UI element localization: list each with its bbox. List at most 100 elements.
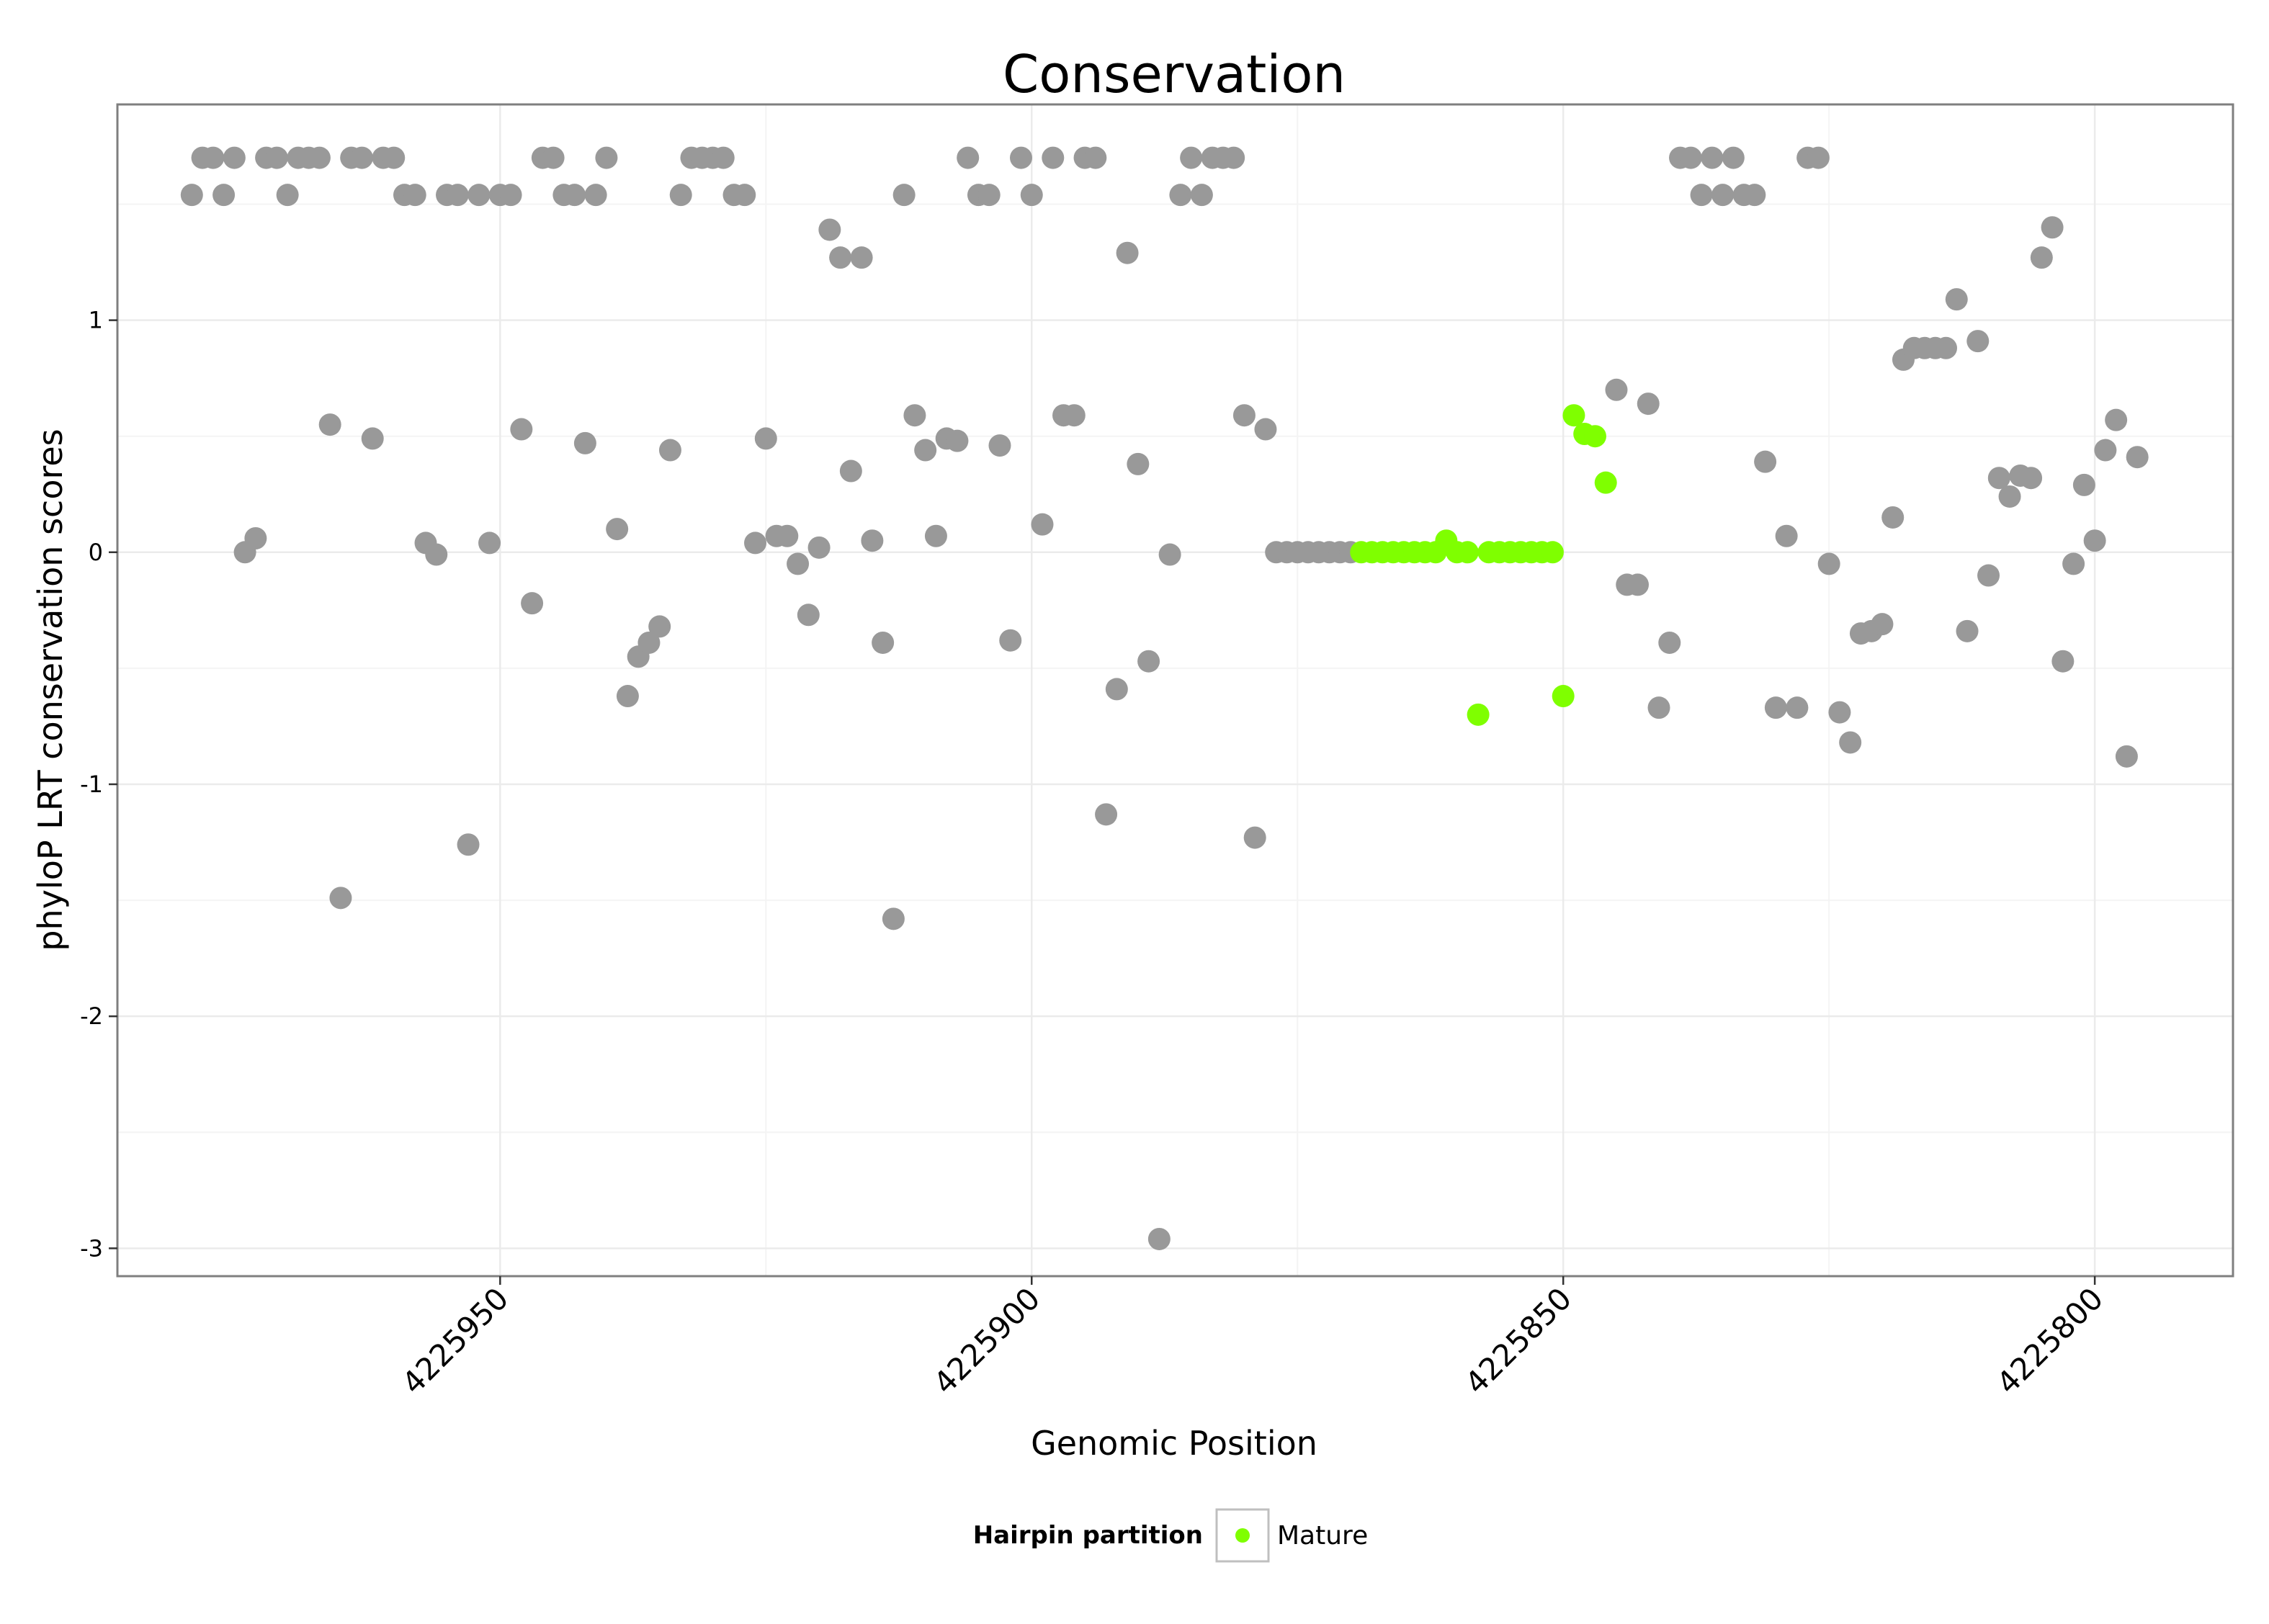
data-point (1562, 404, 1585, 427)
data-point (318, 413, 341, 436)
data-point (1062, 404, 1086, 427)
data-point (276, 184, 299, 207)
data-point (1180, 146, 1203, 169)
data-point (1105, 678, 1128, 701)
grid-major (117, 104, 2233, 1276)
data-point (2020, 467, 2043, 490)
data-point (1605, 378, 1628, 401)
data-point (733, 184, 756, 207)
data-point (425, 543, 448, 566)
data-point (1775, 524, 1798, 547)
data-point (1977, 564, 2000, 587)
x-axis: 4225950 4225900 4225850 4225800 (395, 1276, 2110, 1401)
data-point (1722, 146, 1745, 169)
data-point (1679, 146, 1702, 169)
data-point (616, 685, 639, 708)
data-point (850, 246, 873, 269)
data-point (361, 427, 384, 450)
data-point (1711, 184, 1735, 207)
data-point (403, 184, 426, 207)
data-point (1020, 184, 1043, 207)
data-point (1956, 619, 1979, 642)
data-point (669, 184, 692, 207)
data-point (924, 524, 947, 547)
data-point (999, 629, 1022, 652)
x-tick-label: 4225950 (395, 1280, 515, 1401)
x-tick-label: 4225900 (926, 1280, 1047, 1401)
data-point (1084, 146, 1107, 169)
data-point (882, 907, 905, 930)
data-point (892, 184, 916, 207)
data-point (839, 459, 862, 483)
data-point (308, 146, 331, 169)
data-point (1945, 288, 1968, 311)
data-point (807, 536, 831, 559)
data-point (1127, 452, 1150, 475)
data-point (1935, 336, 1958, 359)
series-other (180, 146, 2149, 1250)
data-point (1743, 184, 1766, 207)
points-layer (180, 146, 2149, 1250)
data-point (1701, 146, 1724, 169)
data-point (595, 146, 618, 169)
chart-title: Conservation (1003, 44, 1346, 104)
data-point (1222, 146, 1245, 169)
data-point (914, 439, 937, 462)
data-point (1232, 404, 1256, 427)
legend-title: Hairpin partition (973, 1521, 1203, 1550)
legend: Hairpin partition Mature (973, 1508, 1368, 1563)
data-point (1817, 552, 1840, 575)
data-point (1658, 631, 1681, 654)
data-point (1541, 541, 1564, 564)
data-point (1467, 703, 1490, 726)
data-point (1243, 826, 1266, 849)
data-point (212, 184, 236, 207)
grid-minor (117, 104, 2233, 1276)
data-point (223, 146, 246, 169)
data-point (467, 184, 491, 207)
data-point (1966, 330, 1990, 353)
data-point (584, 184, 607, 207)
data-point (1583, 425, 1606, 448)
data-point (1690, 184, 1713, 207)
data-point (2062, 552, 2085, 575)
x-tick-label: 4225850 (1458, 1280, 1578, 1401)
data-point (1881, 506, 1905, 529)
data-point (1254, 418, 1277, 441)
data-point (329, 887, 352, 910)
y-axis-title: phyloP LRT conservation scores (31, 429, 70, 951)
data-point (202, 146, 225, 169)
data-point (797, 604, 820, 627)
data-point (446, 184, 469, 207)
data-point (457, 833, 480, 856)
data-point (510, 418, 533, 441)
data-point (2041, 216, 2064, 239)
y-axis: 1 0 -1 -2 -3 (80, 307, 117, 1262)
data-point (946, 429, 969, 452)
data-point (244, 526, 267, 549)
data-point (1807, 146, 1830, 169)
data-point (637, 631, 661, 654)
data-point (1095, 803, 1118, 826)
y-tick-label: 1 (89, 307, 103, 334)
data-point (1116, 241, 1139, 264)
data-point (382, 146, 406, 169)
data-point (2051, 650, 2075, 673)
data-point (1147, 1227, 1171, 1250)
data-point (712, 146, 735, 169)
data-point (2126, 446, 2149, 469)
data-point (776, 524, 799, 547)
data-point (1594, 471, 1617, 494)
data-point (2083, 529, 2106, 552)
data-point (1158, 543, 1181, 566)
x-axis-title: Genomic Position (1031, 1424, 1317, 1463)
data-point (861, 529, 884, 552)
data-point (818, 218, 841, 241)
data-point (988, 434, 1011, 457)
data-point (658, 439, 681, 462)
data-point (2115, 745, 2138, 768)
data-point (1828, 701, 1851, 724)
data-point (903, 404, 926, 427)
data-point (1987, 467, 2010, 490)
